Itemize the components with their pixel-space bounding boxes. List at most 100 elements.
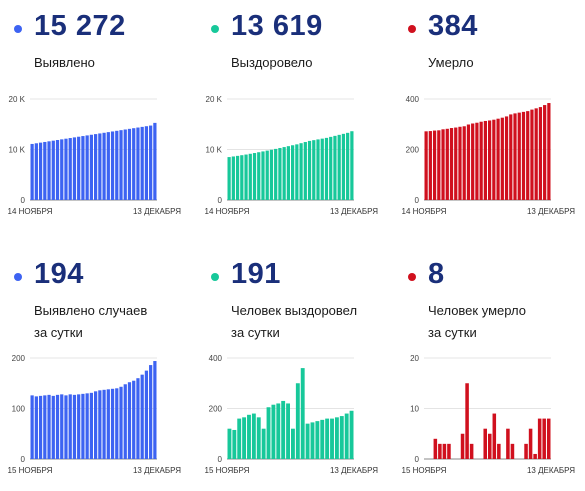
bar [341, 133, 346, 200]
bar [265, 150, 269, 200]
bar [247, 414, 251, 459]
bar [136, 378, 140, 459]
stat-value: 191 [231, 258, 281, 290]
bar [227, 428, 232, 459]
bar [441, 129, 445, 200]
bar [350, 131, 354, 200]
bar [47, 141, 51, 200]
bar [433, 438, 438, 459]
panel-died-daily: 8 Человек умерло за сутки 0 10 20 15 НОЯБРЯ… [394, 248, 585, 491]
bar [266, 407, 271, 459]
bar [310, 422, 315, 459]
stat-label: Выявлено [34, 55, 95, 70]
bar [34, 396, 38, 459]
bar [424, 131, 428, 200]
bar [60, 394, 64, 459]
bar [506, 428, 510, 459]
bar [504, 116, 509, 200]
bar [488, 433, 492, 459]
stat-value: 8 [428, 258, 445, 290]
bar [330, 418, 334, 459]
bar [110, 131, 115, 200]
bar [469, 443, 474, 459]
bar [488, 120, 492, 200]
bar [509, 114, 513, 200]
bar [466, 124, 471, 200]
x-end-date-label: 13 ДЕКАБРЯ [330, 466, 378, 475]
bar [60, 139, 64, 200]
bar [144, 370, 149, 459]
bar [291, 428, 295, 459]
bar [546, 418, 551, 459]
bar [98, 133, 102, 200]
bar [115, 388, 119, 459]
y-tick-label: 0 [21, 455, 26, 464]
x-start-date-label: 15 НОЯБРЯ [402, 466, 447, 475]
bar [458, 126, 462, 200]
bar [447, 443, 451, 459]
bar [449, 128, 454, 200]
bar [286, 146, 290, 200]
y-tick-label: 20 K [206, 95, 223, 104]
x-start-date-label: 14 НОЯБРЯ [205, 207, 250, 216]
bar [432, 130, 437, 200]
bar-chart: 0 10 20 15 НОЯБРЯ 13 ДЕКАБРЯ [402, 354, 576, 475]
bar [295, 383, 300, 459]
bar [102, 132, 106, 200]
bar [510, 443, 515, 459]
bar [271, 404, 276, 459]
bar [38, 142, 43, 200]
bar [533, 453, 537, 459]
y-tick-label: 100 [12, 405, 26, 414]
bar [303, 142, 307, 200]
bar [248, 153, 252, 200]
bar [242, 417, 247, 459]
panel-recovered: 13 619 Выздоровело 0 10 K 20 K 14 НОЯБРЯ 13 … [197, 0, 392, 243]
bar [149, 125, 153, 200]
x-end-date-label: 13 ДЕКАБРЯ [330, 207, 378, 216]
bar [240, 155, 244, 200]
bar [497, 443, 501, 459]
bar-chart: 0 200 400 15 НОЯБРЯ 13 ДЕКАБРЯ [205, 354, 379, 475]
bar [530, 109, 534, 200]
stat-label: Человек умерло за сутки [428, 303, 526, 340]
bar [547, 103, 551, 200]
x-end-date-label: 13 ДЕКАБРЯ [133, 466, 181, 475]
bar [244, 154, 248, 200]
x-start-date-label: 15 НОЯБРЯ [8, 466, 53, 475]
panel-detected: 15 272 Выявлено 0 10 K 20 K 14 НОЯБРЯ 13 ДЕК… [0, 0, 195, 243]
bar [465, 383, 469, 459]
bar-chart: 0 200 400 14 НОЯБРЯ 13 ДЕКАБРЯ [402, 95, 576, 216]
y-tick-label: 0 [415, 455, 420, 464]
bar [237, 418, 242, 459]
bar [307, 140, 312, 200]
x-end-date-label: 13 ДЕКАБРЯ [133, 207, 181, 216]
bar-chart: 0 10 K 20 K 14 НОЯБРЯ 13 ДЕКАБРЯ [205, 95, 379, 216]
panel-detected-daily: 194 Выявлено случаев за сутки 0 100 200 15 … [0, 248, 195, 491]
bar [51, 395, 55, 459]
bar [349, 410, 354, 459]
bar [492, 413, 497, 459]
bar [119, 130, 123, 200]
bar [231, 156, 235, 200]
bar [274, 148, 278, 200]
bar [538, 107, 543, 200]
bar [102, 389, 106, 459]
bar [153, 361, 157, 459]
bar [89, 392, 93, 459]
bar [140, 374, 144, 459]
y-tick-label: 0 [218, 196, 223, 205]
y-tick-label: 10 [410, 405, 419, 414]
bar [442, 443, 447, 459]
bar [299, 143, 303, 200]
bar [542, 418, 546, 459]
y-tick-label: 0 [218, 455, 223, 464]
x-start-date-label: 15 НОЯБРЯ [205, 466, 250, 475]
stat-value: 13 619 [231, 10, 323, 42]
bar [333, 135, 337, 200]
bar [251, 413, 256, 459]
bar [305, 423, 310, 459]
bar [483, 120, 487, 200]
bar [252, 153, 257, 200]
bar [256, 417, 261, 459]
